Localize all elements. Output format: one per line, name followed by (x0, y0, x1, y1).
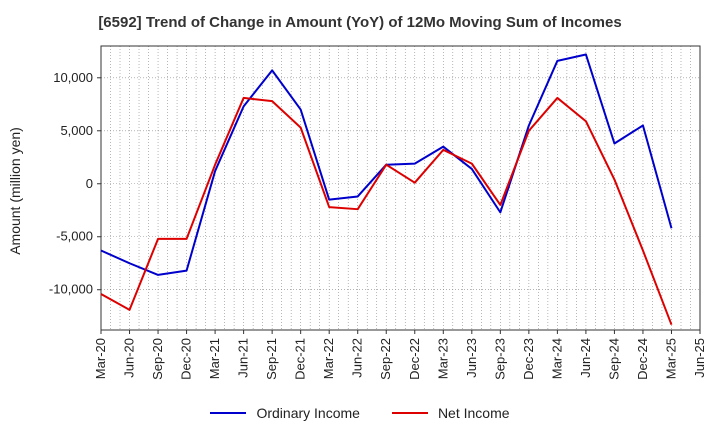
y-tick-label: 0 (86, 176, 93, 191)
legend: Ordinary Income Net Income (0, 405, 720, 421)
x-tick-label: Mar-22 (321, 338, 336, 379)
y-tick-label: 10,000 (53, 70, 93, 85)
legend-label: Net Income (437, 405, 510, 421)
x-tick-label: Sep-22 (378, 338, 393, 380)
chart-title: [6592] Trend of Change in Amount (YoY) o… (98, 14, 622, 31)
x-tick-label: Jun-23 (464, 338, 479, 378)
x-tick-label: Mar-23 (435, 338, 450, 379)
x-tick-label: Dec-24 (635, 338, 650, 380)
x-tick-labels: Mar-20 Jun-20 Sep-20 Dec-20 Mar-21 Jun-21 Sep-… (93, 330, 707, 380)
grid-layer (97, 46, 700, 330)
plot-border (100, 45, 701, 331)
series-layer (100, 53, 673, 326)
legend-item: Net Income (391, 405, 510, 421)
x-tick-label: Mar-25 (663, 338, 678, 379)
legend-swatch (391, 412, 428, 414)
x-tick-label: Jun-24 (578, 338, 593, 378)
x-tick-label: Jun-20 (122, 338, 137, 378)
y-axis-title: Amount (million yen) (7, 127, 23, 255)
x-tick-label: Jun-22 (350, 338, 365, 378)
x-tick-label: Dec-20 (179, 338, 194, 380)
x-tick-label: Sep-20 (150, 338, 165, 380)
legend-item: Ordinary Income (210, 405, 360, 421)
y-tick-label: 5,000 (60, 123, 93, 138)
x-tick-label: Dec-23 (521, 338, 536, 380)
x-tick-label: Mar-21 (207, 338, 222, 379)
x-tick-label: Dec-21 (293, 338, 308, 380)
plot-frame (100, 45, 701, 331)
x-tick-label: Jun-21 (236, 338, 251, 378)
x-tick-label: Jun-25 (692, 338, 707, 378)
x-tick-label: Sep-24 (606, 338, 621, 380)
legend-label: Ordinary Income (256, 405, 360, 421)
x-tick-label: Sep-23 (492, 338, 507, 380)
y-tick-labels: -10,000 -5,000 0 5,000 10,000 (49, 70, 93, 297)
x-tick-label: Sep-21 (264, 338, 279, 380)
x-tick-label: Dec-22 (407, 338, 422, 380)
x-tick-label: Mar-20 (93, 338, 108, 379)
x-tick-label: Mar-24 (549, 338, 564, 379)
legend-swatch (210, 412, 247, 414)
series-line-net-income (100, 96, 673, 326)
y-tick-label: -5,000 (56, 229, 93, 244)
y-tick-label: -10,000 (49, 282, 93, 297)
